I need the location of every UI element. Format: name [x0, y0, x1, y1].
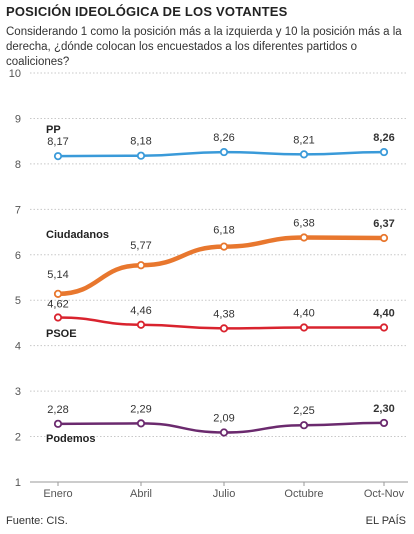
- data-point-pp: [53, 152, 63, 161]
- x-tick-label: Abril: [130, 488, 152, 500]
- x-tick-label: Enero: [43, 488, 72, 500]
- data-point-psoe: [379, 323, 389, 332]
- data-point-psoe: [299, 323, 309, 332]
- y-tick-label: 9: [15, 113, 21, 125]
- data-label-ciudadanos: 6,37: [373, 218, 394, 230]
- data-label-podemos: 2,29: [130, 403, 151, 415]
- data-label-podemos: 2,30: [373, 403, 394, 415]
- y-tick-label: 8: [15, 159, 21, 171]
- data-label-psoe: 4,46: [130, 305, 151, 317]
- data-point-pp: [219, 147, 229, 157]
- source-note: Fuente: CIS.: [6, 515, 68, 527]
- data-point-pp: [299, 150, 309, 159]
- data-point-ciudadanos: [136, 261, 146, 270]
- data-point-pp: [379, 147, 389, 157]
- y-tick-label: 1: [15, 477, 21, 489]
- data-label-pp: 8,21: [293, 134, 314, 146]
- data-point-ciudadanos: [379, 233, 389, 243]
- chart-title: POSICIÓN IDEOLÓGICA DE LOS VOTANTES: [6, 4, 288, 19]
- y-tick-label: 4: [15, 341, 21, 353]
- x-tick-label: Julio: [213, 488, 236, 500]
- x-tick-label: Octubre: [284, 488, 323, 500]
- data-label-psoe: 4,38: [213, 308, 234, 320]
- data-point-podemos: [379, 418, 389, 428]
- data-point-ciudadanos: [299, 233, 309, 242]
- y-tick-label: 5: [15, 295, 21, 307]
- series-label-ciudadanos: Ciudadanos: [46, 229, 109, 241]
- series-label-pp: PP: [46, 124, 61, 136]
- data-label-podemos: 2,09: [213, 412, 234, 424]
- data-point-psoe: [53, 313, 63, 322]
- data-point-ciudadanos: [53, 289, 63, 298]
- data-point-podemos: [53, 419, 63, 428]
- publisher-logo-text: EL PAÍS: [365, 515, 406, 527]
- y-tick-label: 3: [15, 386, 21, 398]
- chart-subtitle: Considerando 1 como la posición más a la…: [6, 26, 402, 68]
- y-tick-label: 10: [9, 68, 21, 80]
- y-tick-label: 6: [15, 250, 21, 262]
- series-label-podemos: Podemos: [46, 433, 96, 445]
- series-label-psoe: PSOE: [46, 328, 77, 340]
- data-label-podemos: 2,25: [293, 405, 314, 417]
- data-label-pp: 8,26: [213, 132, 234, 144]
- data-label-pp: 8,18: [130, 136, 151, 148]
- data-label-psoe: 4,40: [373, 307, 394, 319]
- data-point-ciudadanos: [219, 242, 229, 251]
- data-point-psoe: [136, 320, 146, 329]
- data-point-podemos: [136, 419, 146, 428]
- data-point-psoe: [219, 324, 229, 333]
- data-point-podemos: [219, 428, 229, 437]
- y-tick-label: 2: [15, 432, 21, 444]
- data-label-pp: 8,17: [47, 136, 68, 148]
- data-point-pp: [136, 151, 146, 160]
- y-tick-label: 7: [15, 204, 21, 216]
- data-label-ciudadanos: 6,18: [213, 225, 234, 237]
- data-point-podemos: [299, 421, 309, 430]
- data-label-psoe: 4,62: [47, 298, 68, 310]
- data-label-ciudadanos: 5,14: [47, 269, 68, 281]
- series-line-ciudadanos: [55, 235, 387, 297]
- data-label-psoe: 4,40: [293, 307, 314, 319]
- data-label-ciudadanos: 6,38: [293, 218, 314, 230]
- data-label-podemos: 2,28: [47, 404, 68, 416]
- x-tick-label: Oct-Nov: [364, 488, 405, 500]
- data-label-ciudadanos: 5,77: [130, 240, 151, 252]
- data-label-pp: 8,26: [373, 132, 394, 144]
